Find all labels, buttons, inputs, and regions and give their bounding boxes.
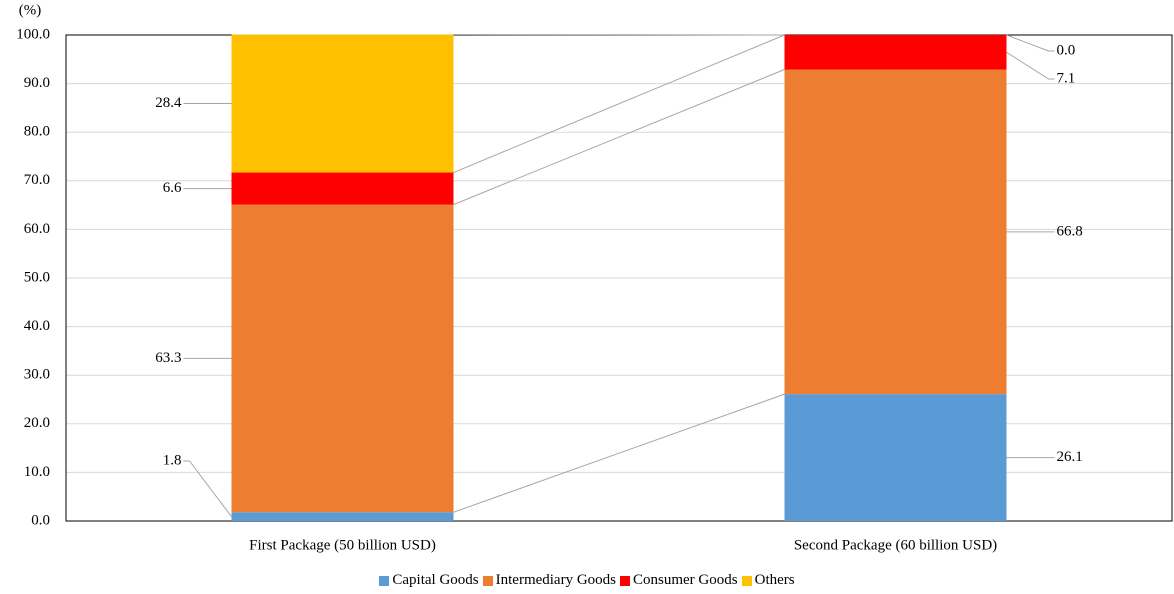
series-line: [453, 69, 785, 206]
data-label: 6.6: [163, 180, 182, 196]
data-label: 28.4: [155, 95, 182, 111]
data-label: 7.1: [1057, 70, 1076, 86]
y-tick-label: 0.0: [31, 512, 50, 528]
legend-swatch: [620, 575, 631, 586]
legend-item: Consumer Goods: [620, 572, 738, 589]
legend-label: Consumer Goods: [633, 572, 738, 588]
y-tick-label: 100.0: [16, 26, 50, 42]
legend-swatch: [379, 575, 390, 586]
y-tick-label: 10.0: [24, 464, 50, 480]
legend-item: Intermediary Goods: [482, 572, 617, 589]
bar-segment: [231, 204, 454, 513]
y-tick-label: 50.0: [24, 269, 50, 285]
y-tick-label: 70.0: [24, 172, 50, 188]
legend-swatch: [482, 575, 493, 586]
legend-item: Capital Goods: [379, 572, 479, 589]
leader-line: [183, 460, 232, 517]
legend-label: Intermediary Goods: [495, 572, 617, 588]
bar-segment: [784, 394, 1007, 521]
x-tick-label: First Package (50 billion USD): [249, 537, 436, 553]
bar-segment: [231, 172, 454, 205]
data-label: 66.8: [1057, 223, 1083, 239]
data-label: 26.1: [1057, 449, 1083, 465]
bar-segment: [231, 512, 454, 521]
y-tick-label: 30.0: [24, 367, 50, 383]
bar-segment: [784, 35, 1007, 70]
bar-segment: [784, 69, 1007, 395]
series-line: [453, 393, 785, 513]
legend-label: Others: [754, 572, 795, 588]
bar-segment: [231, 34, 454, 173]
leader-line: [1006, 34, 1055, 52]
data-label: 0.0: [1057, 42, 1076, 58]
y-tick-label: 60.0: [24, 221, 50, 237]
leader-line: [1006, 51, 1055, 80]
y-tick-label: 80.0: [24, 124, 50, 140]
y-tick-label: 40.0: [24, 318, 50, 334]
legend-label: Capital Goods: [392, 572, 479, 588]
x-tick-label: Second Package (60 billion USD): [794, 537, 997, 553]
data-label: 63.3: [155, 350, 181, 366]
y-axis-label: (%): [19, 2, 42, 18]
chart: (%) 0.0 10.0 20.0 30.0 40.0 50.0 60.0 70.0 80.0 9…: [16, 2, 1173, 553]
series-line: [453, 34, 785, 173]
legend-item: Others: [741, 572, 795, 589]
legend: Capital Goods Intermediary Goods Consumer …: [0, 572, 1174, 589]
y-tick-label: 90.0: [24, 75, 50, 91]
y-tick-label: 20.0: [24, 415, 50, 431]
legend-swatch: [741, 575, 752, 586]
data-label: 1.8: [163, 452, 182, 468]
